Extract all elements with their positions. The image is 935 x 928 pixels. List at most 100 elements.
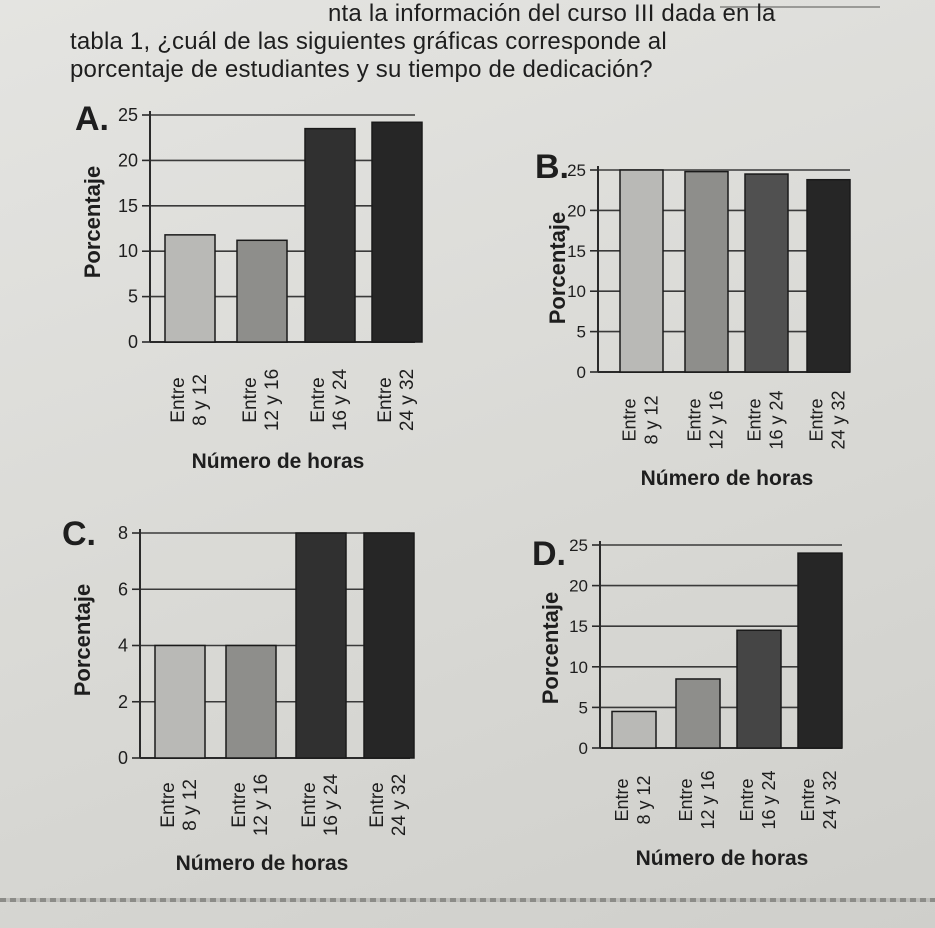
category-label-line: 12 y 16 bbox=[698, 770, 718, 829]
y-tick-label: 20 bbox=[118, 150, 138, 170]
y-tick-label: 25 bbox=[118, 105, 138, 125]
bar-2 bbox=[225, 644, 277, 759]
category-label: Entre 24 y 32 bbox=[798, 770, 840, 829]
category-label: Entre 12 y 16 bbox=[240, 369, 283, 431]
bar-1 bbox=[154, 644, 206, 759]
category-label-line: Entre bbox=[612, 778, 632, 821]
x-axis-title: Número de horas bbox=[176, 852, 349, 875]
y-tick-label: 20 bbox=[569, 577, 588, 596]
bar-3 bbox=[295, 532, 347, 759]
chart-b-letter: B. bbox=[535, 148, 569, 186]
category-label: Entre 8 y 12 bbox=[612, 775, 654, 824]
y-tick-label: 10 bbox=[567, 282, 586, 301]
question-line-3: porcentaje de estudiantes y su tiempo de… bbox=[70, 56, 653, 83]
x-axis-title: Número de horas bbox=[192, 450, 365, 473]
y-tick-label: 15 bbox=[569, 617, 588, 636]
y-axis-title: Porcentaje bbox=[545, 212, 570, 325]
category-label: Entre 8 y 12 bbox=[620, 395, 662, 444]
y-axis-title: Porcentaje bbox=[80, 166, 105, 279]
y-tick-label: 0 bbox=[118, 748, 128, 768]
category-label-line: 24 y 32 bbox=[820, 770, 840, 829]
y-tick-label: 10 bbox=[569, 658, 588, 677]
category-label-line: Entre bbox=[308, 377, 329, 422]
category-label-line: Entre bbox=[620, 398, 640, 441]
bar-4 bbox=[363, 532, 415, 759]
chart-a-letter: A. bbox=[75, 100, 109, 138]
category-label-line: Entre bbox=[168, 377, 189, 422]
category-label: Entre 24 y 32 bbox=[807, 390, 849, 449]
bar-4 bbox=[371, 121, 423, 343]
category-label-line: Entre bbox=[367, 782, 388, 827]
x-axis-title: Número de horas bbox=[641, 467, 814, 490]
chart-d-letter: D. bbox=[532, 535, 566, 573]
bar-4 bbox=[806, 178, 851, 373]
y-tick-label: 5 bbox=[128, 287, 138, 307]
category-label-line: 16 y 24 bbox=[321, 773, 342, 836]
category-label: Entre 8 y 12 bbox=[168, 374, 211, 426]
y-tick-label: 15 bbox=[567, 242, 586, 261]
x-axis-title: Número de horas bbox=[636, 847, 809, 870]
category-label: Entre 16 y 24 bbox=[308, 368, 351, 431]
y-tick-label: 8 bbox=[118, 523, 128, 543]
category-label-line: Entre bbox=[158, 782, 179, 827]
category-label-line: 24 y 32 bbox=[389, 774, 410, 836]
y-tick-label: 2 bbox=[118, 692, 128, 712]
category-label: Entre 8 y 12 bbox=[158, 779, 201, 831]
category-label: Entre 16 y 24 bbox=[737, 770, 779, 829]
category-label-line: 24 y 32 bbox=[397, 369, 418, 431]
category-label-line: Entre bbox=[375, 377, 396, 422]
category-label-line: Entre bbox=[685, 398, 705, 441]
category-label-line: Entre bbox=[240, 377, 261, 422]
y-tick-label: 25 bbox=[569, 536, 588, 555]
category-label-line: Entre bbox=[798, 778, 818, 821]
y-tick-label: 15 bbox=[118, 196, 138, 216]
y-tick-label: 6 bbox=[118, 579, 128, 599]
category-label-line: 8 y 12 bbox=[642, 395, 662, 444]
category-label: Entre 12 y 16 bbox=[229, 774, 272, 836]
bar-3 bbox=[736, 629, 782, 749]
category-label: Entre 24 y 32 bbox=[375, 369, 418, 431]
category-label-line: Entre bbox=[745, 398, 765, 441]
question-line-1: nta la información del curso III dada en… bbox=[328, 0, 776, 27]
category-label: Entre 12 y 16 bbox=[676, 770, 718, 829]
bar-2 bbox=[675, 678, 721, 749]
category-label-line: Entre bbox=[299, 782, 320, 827]
category-label-line: Entre bbox=[229, 782, 250, 827]
category-label-line: 12 y 16 bbox=[251, 774, 272, 836]
bar-1 bbox=[611, 710, 657, 749]
category-label-line: 16 y 24 bbox=[330, 368, 351, 431]
top-rule bbox=[720, 6, 880, 8]
chart-c-letter: C. bbox=[62, 515, 96, 553]
category-label-line: 16 y 24 bbox=[767, 390, 787, 449]
category-label-line: 8 y 12 bbox=[180, 779, 201, 831]
category-label: Entre 24 y 32 bbox=[367, 774, 410, 836]
category-label: Entre 12 y 16 bbox=[685, 390, 727, 449]
y-axis-title: Porcentaje bbox=[70, 584, 95, 697]
category-label: Entre 16 y 24 bbox=[299, 773, 342, 836]
bar-2 bbox=[684, 170, 729, 373]
y-tick-label: 20 bbox=[567, 201, 586, 220]
category-label-line: 24 y 32 bbox=[829, 390, 849, 449]
bar-3 bbox=[304, 127, 356, 343]
bar-3 bbox=[744, 173, 789, 373]
y-tick-label: 10 bbox=[118, 241, 138, 261]
category-label-line: Entre bbox=[676, 778, 696, 821]
category-label-line: 8 y 12 bbox=[634, 775, 654, 824]
y-tick-label: 4 bbox=[118, 636, 128, 656]
bar-2 bbox=[236, 239, 288, 343]
category-label-line: 12 y 16 bbox=[262, 369, 283, 431]
y-tick-label: 0 bbox=[128, 332, 138, 352]
bottom-rule bbox=[0, 898, 935, 902]
y-tick-label: 5 bbox=[577, 323, 586, 342]
category-label-line: 12 y 16 bbox=[707, 390, 727, 449]
y-tick-label: 0 bbox=[577, 363, 586, 382]
bar-1 bbox=[619, 169, 664, 373]
category-label-line: 8 y 12 bbox=[190, 374, 211, 426]
category-label-line: Entre bbox=[737, 778, 757, 821]
bar-4 bbox=[797, 552, 843, 749]
category-label: Entre 16 y 24 bbox=[745, 390, 787, 449]
